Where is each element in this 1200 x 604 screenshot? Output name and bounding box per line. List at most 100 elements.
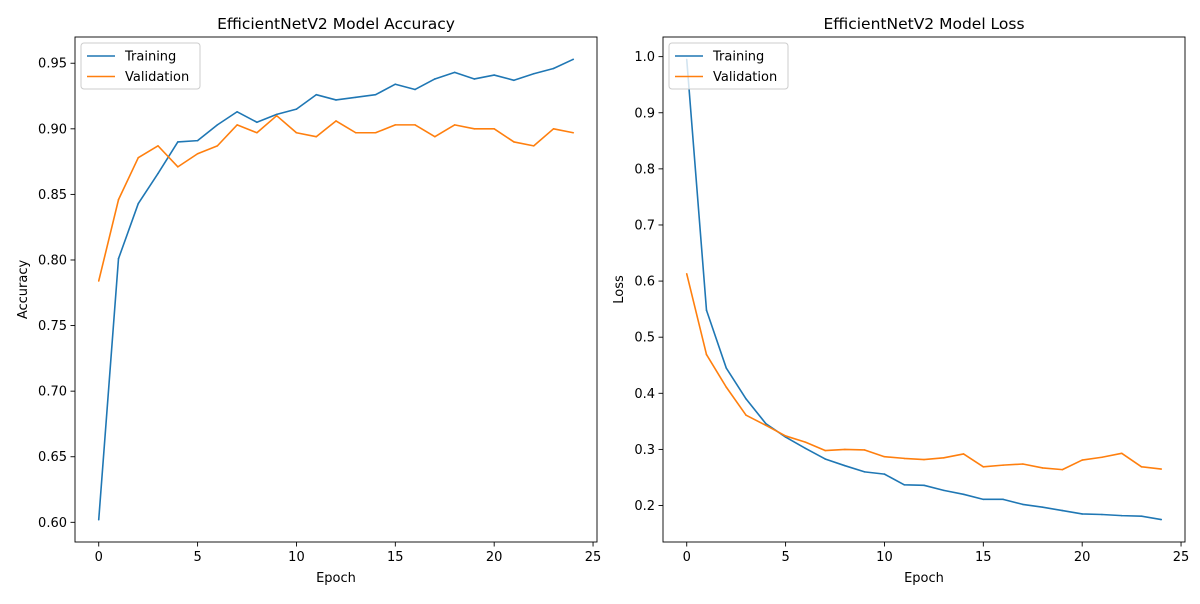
data-point-training [725, 367, 728, 369]
plot-frame [74, 36, 598, 543]
x-tick-label: 20 [486, 550, 503, 565]
data-point-training [903, 483, 906, 486]
data-point-validation [942, 457, 945, 459]
data-point-validation [804, 441, 807, 443]
x-axis-label: Epoch [904, 571, 944, 586]
data-point-training [453, 71, 456, 74]
data-point-training [532, 72, 535, 75]
data-point-validation [275, 114, 278, 117]
y-tick-label: 0.65 [38, 450, 67, 465]
x-tick-label: 25 [1173, 550, 1190, 565]
data-point-validation [784, 435, 787, 437]
data-point-training [177, 141, 179, 143]
data-point-training [196, 139, 199, 142]
y-tick-label: 0.90 [38, 122, 67, 137]
data-point-validation [434, 135, 436, 138]
data-point-validation [453, 124, 456, 126]
data-point-training [863, 471, 866, 473]
series-line-training [97, 58, 574, 520]
data-point-validation [824, 449, 826, 452]
data-point-validation [1160, 468, 1163, 470]
data-point-training [1120, 514, 1123, 517]
data-point-training [275, 113, 278, 116]
data-point-validation [572, 131, 575, 134]
data-point-training [157, 172, 159, 175]
data-point-training [315, 93, 318, 96]
plot-frame [662, 36, 1186, 543]
data-point-validation [216, 145, 219, 147]
data-point-training [705, 309, 708, 312]
data-point-validation [1140, 466, 1143, 468]
data-point-validation [863, 449, 866, 451]
data-point-validation [1081, 459, 1083, 461]
data-point-validation [335, 120, 337, 122]
data-point-validation [374, 131, 377, 134]
data-point-validation [157, 145, 159, 147]
data-point-training [962, 493, 965, 496]
data-point-training [473, 78, 476, 80]
y-tick-label: 0.4 [634, 387, 655, 402]
data-point-training [883, 473, 886, 475]
legend-label-training: Training [124, 50, 176, 65]
data-point-validation [765, 424, 767, 427]
data-point-training [97, 518, 100, 521]
y-tick-label: 0.2 [634, 499, 655, 514]
data-point-validation [236, 124, 238, 126]
data-point-validation [532, 145, 535, 147]
data-point-training [923, 484, 925, 487]
x-axis-label: Epoch [316, 571, 356, 586]
data-point-validation [1002, 464, 1004, 466]
data-point-training [256, 121, 258, 124]
series-line-validation [97, 114, 574, 282]
data-point-training [295, 108, 298, 110]
y-tick-label: 0.5 [634, 331, 655, 346]
data-point-validation [844, 448, 846, 451]
data-point-validation [473, 128, 476, 130]
x-tick-label: 10 [288, 550, 305, 565]
y-tick-label: 0.3 [634, 443, 655, 458]
data-point-training [1081, 513, 1083, 515]
data-point-training [335, 99, 337, 101]
data-point-training [1140, 515, 1143, 517]
data-point-validation [97, 280, 100, 282]
data-point-validation [923, 458, 925, 461]
data-point-validation [725, 386, 728, 388]
data-point-training [216, 124, 219, 126]
legend-label-validation: Validation [713, 70, 777, 85]
data-point-validation [1041, 467, 1044, 469]
y-tick-label: 0.80 [38, 253, 67, 268]
data-point-validation [1120, 452, 1123, 455]
series-line-training [685, 59, 1162, 521]
data-point-validation [1101, 456, 1103, 459]
data-point-validation [685, 272, 688, 275]
data-point-training [434, 78, 436, 80]
data-point-training [374, 93, 377, 96]
data-point-validation [196, 152, 199, 155]
chart-title: EfficientNetV2 Model Loss [823, 15, 1024, 33]
data-point-training [844, 464, 846, 467]
series-line-validation [685, 273, 1162, 471]
data-point-training [1160, 518, 1163, 521]
x-tick-label: 0 [683, 550, 691, 565]
data-point-validation [394, 124, 397, 126]
data-point-validation [903, 457, 906, 460]
accuracy-chart: 0 5 10 15 20 25 0.60 0.65 0.70 0.75 0.80 0.85 0.90 0.… [16, 15, 601, 586]
y-tick-label: 1.0 [634, 50, 655, 65]
x-tick-label: 0 [95, 550, 103, 565]
data-point-validation [982, 466, 985, 468]
legend-label-training: Training [712, 50, 764, 65]
x-tick-label: 10 [876, 550, 893, 565]
x-tick-label: 25 [585, 550, 602, 565]
data-point-validation [414, 124, 416, 126]
data-point-training [236, 110, 238, 113]
data-point-training [513, 79, 515, 82]
data-point-training [765, 422, 767, 425]
y-tick-label: 0.75 [38, 319, 67, 334]
data-point-validation [1061, 468, 1064, 471]
y-tick-label: 0.95 [38, 57, 67, 72]
data-point-validation [295, 131, 298, 134]
y-axis-label: Loss [612, 275, 627, 304]
data-point-validation [315, 135, 318, 138]
y-tick-label: 0.85 [38, 188, 67, 203]
legend-box [668, 42, 789, 90]
